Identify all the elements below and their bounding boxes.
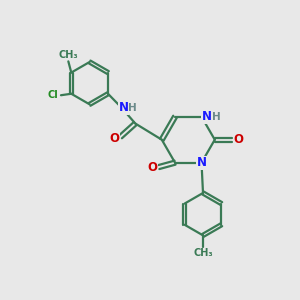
Text: CH₃: CH₃ — [193, 248, 213, 258]
Text: CH₃: CH₃ — [58, 50, 78, 60]
Text: N: N — [196, 156, 206, 169]
Text: N: N — [118, 101, 128, 114]
Text: Cl: Cl — [48, 90, 58, 100]
Text: O: O — [109, 132, 119, 145]
Text: N: N — [202, 110, 212, 123]
Text: H: H — [128, 103, 137, 112]
Text: O: O — [147, 160, 158, 174]
Text: O: O — [233, 133, 243, 146]
Text: H: H — [212, 112, 220, 122]
